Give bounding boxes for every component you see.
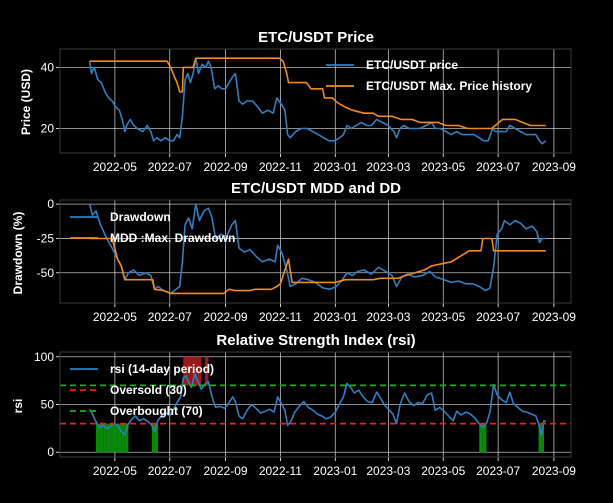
x-tick-label: 2023-03 [366, 310, 410, 324]
x-tick-label: 2023-01 [313, 160, 357, 174]
y-tick-label: -25 [37, 231, 55, 245]
y-tick-label: 20 [41, 122, 55, 136]
y-tick-label: -50 [37, 266, 55, 280]
plot-panel-3: 2022-05 2022-07 2022-09 2022-11 2023-01 2023-… [34, 350, 576, 478]
chart-title-drawdown: ETC/USDT MDD and DD [231, 180, 401, 197]
overbought-fill [194, 356, 198, 386]
plot-area [60, 356, 571, 453]
oversold-fill [154, 423, 159, 453]
y-tick-label: 0 [47, 445, 54, 459]
plot-frame [59, 351, 572, 458]
x-tick-label: 2023-03 [366, 464, 410, 478]
x-tick-label: 2022-07 [148, 464, 192, 478]
x-tick-label: 2023-09 [532, 160, 576, 174]
series-line-2 [89, 57, 546, 130]
legend-label: rsi (14-day period) [110, 362, 214, 376]
x-tick-label: 2023-09 [532, 464, 576, 478]
oversold-fill [151, 423, 155, 453]
oversold-fill [538, 423, 542, 453]
x-tick-label: 2022-09 [204, 310, 248, 324]
overbought-fill [188, 356, 192, 386]
series-line-1 [88, 57, 547, 145]
x-tick-label: 2022-11 [259, 464, 302, 478]
x-tick-label: 2022-07 [148, 160, 192, 174]
oversold-fill [95, 423, 100, 453]
oversold-fill [541, 423, 545, 453]
legend-label: ETC/USDT Max. Price history [366, 79, 532, 93]
x-tick-label: 2022-05 [93, 464, 137, 478]
y-tick-label: 50 [41, 398, 55, 412]
y-tick-label: 40 [41, 60, 55, 74]
x-tick-label: 2023-01 [313, 310, 357, 324]
chart-title-rsi: Relative Strength Index (rsi) [216, 332, 415, 349]
y-axis-label-drawdown: Drawdown (%) [11, 212, 25, 295]
overbought-fill [197, 356, 202, 386]
x-tick-label: 2022-11 [259, 310, 302, 324]
oversold-fill [99, 423, 104, 453]
oversold-fill [482, 423, 487, 453]
series-line-2 [89, 237, 546, 295]
oversold-fill [110, 423, 114, 453]
overbought-fill [185, 356, 189, 386]
chart-title-price: ETC/USDT Price [258, 29, 374, 46]
overbought-fill [183, 356, 186, 386]
x-tick-label: 2022-09 [204, 464, 248, 478]
plot-area [88, 203, 546, 295]
x-tick-label: 2022-05 [93, 160, 137, 174]
x-tick-label: 2023-07 [476, 310, 520, 324]
legend-label: MDD :Max. Drawdown [110, 231, 235, 245]
x-tick-label: 2023-05 [421, 464, 465, 478]
series-line-1 [89, 373, 547, 436]
overbought-fill [191, 356, 195, 386]
y-tick-label: 0 [47, 197, 54, 211]
x-tick-label: 2022-05 [93, 310, 137, 324]
x-tick-label: 2023-01 [313, 464, 357, 478]
x-tick-label: 2023-03 [366, 160, 410, 174]
x-tick-label: 2022-09 [204, 160, 248, 174]
legend-label: Oversold (30) [110, 383, 187, 397]
y-axis-label-rsi: rsi [11, 399, 25, 414]
x-tick-label: 2023-07 [476, 160, 520, 174]
oversold-fill [479, 423, 483, 453]
x-tick-label: 2023-05 [421, 160, 465, 174]
legend-label: Overbought (70) [110, 404, 203, 418]
plot-frame [59, 199, 572, 304]
y-tick-label: 100 [34, 350, 54, 364]
series-line-1 [88, 203, 546, 295]
oversold-fill [117, 423, 122, 453]
x-tick-label: 2023-07 [476, 464, 520, 478]
oversold-fill [103, 423, 107, 453]
plot-panel-2: 2022-05 2022-07 2022-09 2022-11 2023-01 2023-… [37, 197, 577, 324]
oversold-fill [106, 423, 111, 453]
y-axis-label-price: Price (USD) [19, 69, 33, 135]
oversold-fill [124, 423, 129, 453]
x-tick-label: 2023-09 [532, 310, 576, 324]
x-tick-label: 2023-05 [421, 310, 465, 324]
plot-area [88, 57, 547, 145]
x-tick-label: 2022-07 [148, 310, 192, 324]
overbought-fill [204, 356, 209, 386]
plot-frame [59, 48, 572, 154]
legend-label: ETC/USDT price [366, 58, 458, 72]
oversold-fill [113, 423, 118, 453]
plot-panel-1: 2022-05 2022-07 2022-09 2022-11 2023-01 2023-… [41, 48, 576, 174]
legend-label: Drawdown [110, 210, 171, 224]
x-tick-label: 2022-11 [259, 160, 302, 174]
oversold-fill [121, 423, 125, 453]
